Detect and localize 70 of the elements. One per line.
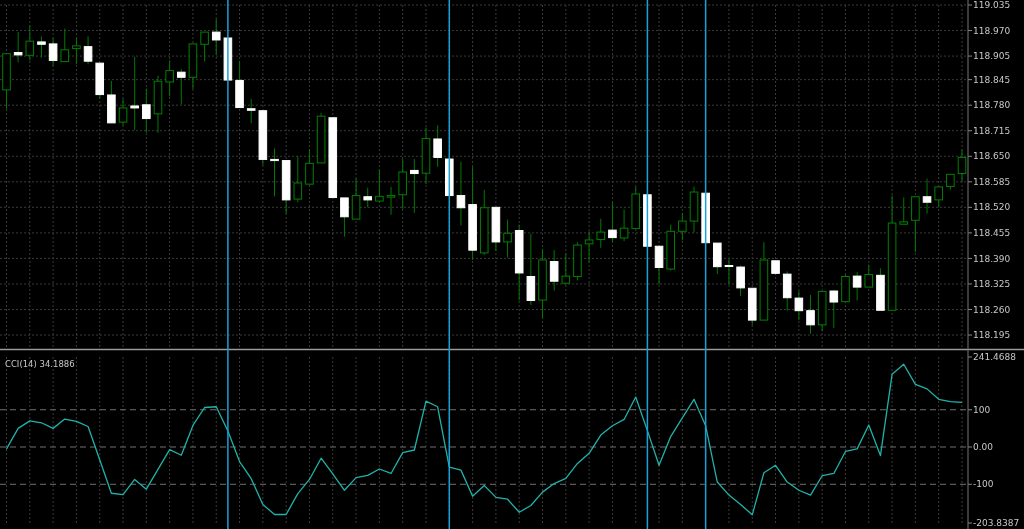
candlestick	[211, 18, 221, 56]
y-tick-label: 119.035	[973, 0, 1011, 11]
candlestick	[200, 31, 209, 63]
y-tick-label: 118.585	[973, 176, 1011, 187]
candlestick	[503, 219, 512, 259]
candlestick	[410, 158, 419, 214]
candlestick	[864, 264, 874, 288]
candlestick	[433, 124, 442, 168]
candlestick	[654, 245, 664, 285]
y-tick-label: 0.00	[973, 442, 994, 453]
y-tick-label: -203.8387	[973, 518, 1020, 529]
candlestick	[13, 31, 23, 63]
candlestick	[852, 271, 862, 301]
candlestick	[526, 233, 536, 306]
candlestick	[456, 161, 466, 226]
candlestick	[37, 35, 46, 59]
y-tick-label: 118.195	[973, 330, 1011, 341]
y-tick-label: 118.520	[973, 202, 1011, 213]
y-tick-label: 118.390	[973, 253, 1011, 264]
candlestick	[48, 37, 58, 67]
y-tick-label: 118.780	[973, 100, 1011, 111]
candlestick	[911, 196, 920, 253]
y-tick-label: 118.845	[973, 74, 1011, 85]
candlestick	[561, 252, 571, 286]
y-tick-label: 100	[973, 404, 991, 415]
candlestick	[363, 187, 373, 208]
candlestick	[794, 290, 804, 321]
y-tick-label: -100	[973, 479, 994, 490]
candlestick	[608, 201, 617, 243]
y-tick-label: 118.905	[973, 51, 1011, 62]
candlestick	[619, 209, 629, 242]
candlestick	[118, 98, 128, 126]
candlestick	[72, 37, 81, 65]
y-tick-label: 118.325	[973, 279, 1011, 290]
candlestick	[60, 28, 70, 63]
candlestick	[305, 149, 314, 185]
y-tick-label: 118.455	[973, 228, 1011, 239]
candlestick	[922, 178, 932, 215]
candlestick	[398, 158, 407, 210]
candlestick	[782, 270, 792, 312]
candlestick	[736, 264, 745, 297]
candlestick	[724, 258, 734, 285]
candlestick	[549, 249, 559, 292]
candlestick	[293, 155, 303, 203]
candlestick	[584, 230, 594, 263]
candlestick	[351, 177, 361, 220]
candlestick	[246, 98, 256, 124]
candlestick	[25, 24, 35, 61]
candlestick	[899, 197, 909, 225]
candlestick	[340, 197, 349, 238]
candlestick	[386, 186, 396, 216]
candlestick	[130, 56, 139, 131]
candlestick	[270, 147, 279, 197]
candlestick	[375, 169, 384, 203]
candlestick	[678, 212, 687, 241]
candlestick	[142, 88, 151, 134]
chart-title: CCI(14) 34.1886	[5, 359, 75, 369]
y-tick-label: 241.4688	[973, 352, 1017, 363]
candlestick	[934, 186, 943, 208]
candlestick	[806, 294, 815, 335]
y-tick-label: 118.715	[973, 125, 1011, 136]
y-tick-label: 118.260	[973, 304, 1011, 315]
candlestick	[596, 218, 606, 249]
candlestick	[176, 68, 186, 105]
y-tick-label: 118.970	[973, 25, 1011, 36]
candlestick	[829, 289, 839, 329]
candlestick	[713, 242, 722, 275]
y-tick-label: 118.650	[973, 151, 1011, 162]
candlestick	[83, 35, 93, 65]
candlestick	[165, 59, 174, 98]
